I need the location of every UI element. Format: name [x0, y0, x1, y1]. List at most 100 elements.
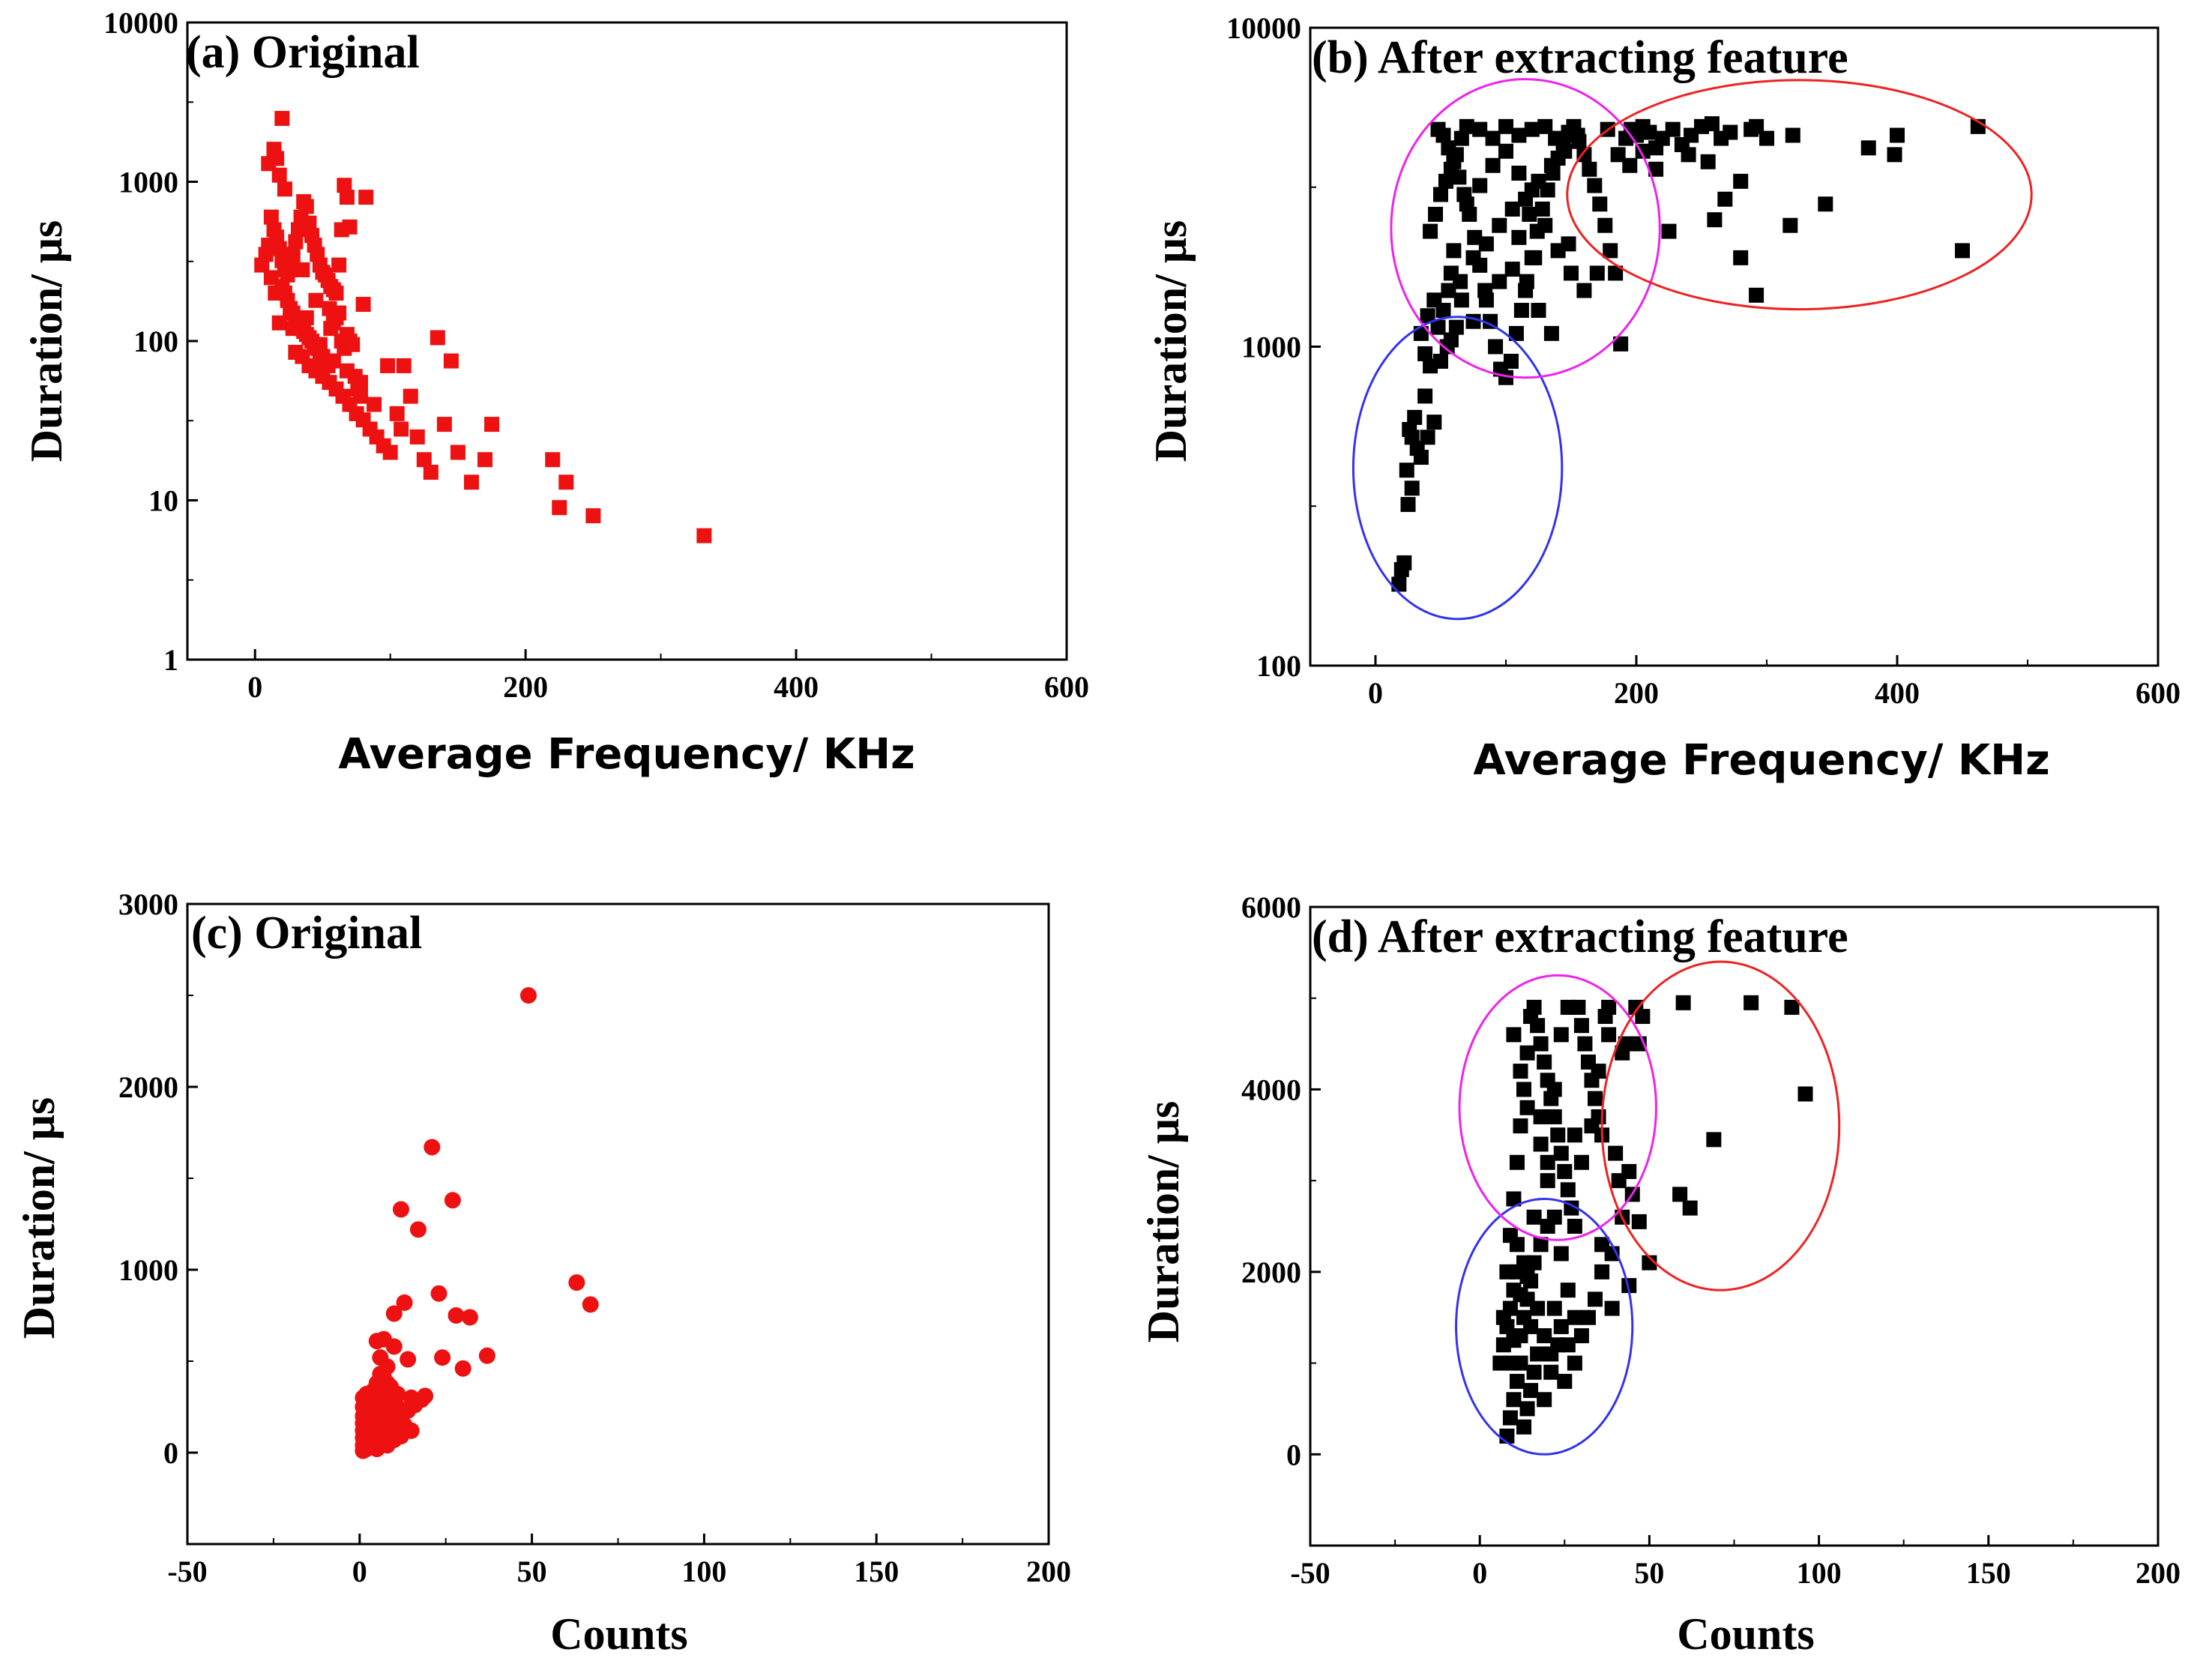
plot-frame-c: [186, 902, 1050, 1546]
y-tick-label: 100: [1256, 649, 1301, 683]
data-point: [1594, 1237, 1610, 1252]
data-point: [1453, 130, 1469, 146]
data-point: [379, 1358, 396, 1375]
data-point: [1594, 1264, 1610, 1279]
data-point: [1467, 229, 1483, 245]
data-point: [1504, 201, 1520, 217]
data-point: [1564, 265, 1579, 281]
data-point: [1478, 292, 1494, 308]
data-point: [1518, 283, 1534, 298]
data-point: [1573, 1154, 1589, 1170]
data-point: [1492, 274, 1507, 289]
data-point: [339, 190, 355, 205]
data-point: [1513, 1287, 1528, 1303]
data-point: [1423, 223, 1438, 239]
data-point: [1744, 995, 1759, 1010]
x-tick-label: 100: [681, 1555, 726, 1588]
data-point: [1603, 243, 1618, 259]
points-a: [254, 110, 712, 543]
y-tick-label: 0: [163, 1436, 178, 1470]
y-tick-label: 0: [1286, 1438, 1301, 1471]
data-point: [1527, 250, 1543, 265]
data-point: [1519, 1100, 1535, 1115]
data-point: [1577, 1036, 1593, 1052]
data-point: [1524, 121, 1540, 137]
data-point: [1396, 555, 1412, 570]
data-point: [281, 247, 297, 262]
data-point: [1435, 303, 1451, 319]
data-point: [1498, 143, 1513, 159]
data-point: [450, 444, 465, 460]
data-point: [1784, 999, 1800, 1015]
data-point: [1519, 1268, 1535, 1284]
data-point: [277, 181, 292, 197]
data-point: [1717, 191, 1733, 207]
data-point: [434, 1349, 451, 1366]
y-tick-label: 4000: [1241, 1073, 1301, 1106]
data-point: [285, 321, 301, 337]
data-point: [1420, 308, 1435, 324]
x-tick-label: -50: [167, 1555, 207, 1588]
x-tick-label: 200: [1614, 676, 1659, 710]
data-point: [1785, 127, 1800, 143]
data-point: [1506, 1392, 1522, 1408]
data-point: [585, 508, 601, 524]
data-point: [1589, 265, 1605, 281]
title-a: (a) Original: [186, 27, 420, 78]
title-d: (d) After extracting feature: [1312, 911, 1848, 962]
data-point: [1621, 1163, 1637, 1179]
data-point: [268, 286, 283, 301]
data-point: [1446, 154, 1462, 169]
data-point: [403, 388, 418, 404]
data-point: [1665, 121, 1681, 137]
data-point: [1642, 1255, 1657, 1270]
data-point: [1523, 1383, 1539, 1399]
data-point: [409, 1221, 427, 1238]
x-tick-label: 200: [1026, 1555, 1071, 1588]
data-point: [461, 1309, 478, 1326]
ellipses-d: [1455, 960, 1841, 1456]
data-point: [1622, 157, 1638, 173]
points-b: [1391, 116, 1986, 592]
data-point: [443, 353, 459, 369]
ylabel-d: Duration/ μs: [1139, 1101, 1188, 1342]
data-point: [1502, 1355, 1518, 1371]
y-tick-label: 1: [163, 643, 178, 677]
data-point: [1407, 409, 1423, 425]
data-point: [1534, 201, 1550, 217]
data-point: [352, 375, 368, 391]
data-point: [1485, 157, 1501, 173]
data-point: [1704, 116, 1720, 132]
data-point: [1519, 1045, 1535, 1061]
data-point: [478, 1347, 495, 1364]
data-point: [269, 229, 285, 245]
data-point: [400, 1351, 417, 1368]
data-point: [1557, 1163, 1573, 1179]
points-d: [1492, 995, 1813, 1444]
y-tick-label: 1000: [118, 1253, 178, 1287]
data-point: [1561, 236, 1576, 252]
data-point: [1509, 1237, 1525, 1252]
y-tick-label: 10000: [103, 6, 178, 40]
data-point: [1537, 217, 1553, 233]
data-point: [358, 190, 374, 205]
data-point: [396, 1294, 413, 1311]
x-tick-label: 100: [1797, 1556, 1842, 1590]
data-point: [263, 209, 279, 225]
data-point: [444, 1192, 461, 1209]
data-point: [1400, 497, 1416, 513]
data-point: [1413, 450, 1429, 465]
data-point: [1513, 303, 1529, 319]
data-point: [1506, 1191, 1522, 1207]
data-point: [1860, 140, 1876, 156]
data-point: [342, 219, 358, 235]
data-point: [1682, 1200, 1698, 1216]
cluster-ellipse: [1600, 960, 1841, 1291]
data-point: [1601, 1027, 1617, 1043]
data-point: [1506, 1333, 1522, 1348]
data-point: [337, 178, 352, 193]
